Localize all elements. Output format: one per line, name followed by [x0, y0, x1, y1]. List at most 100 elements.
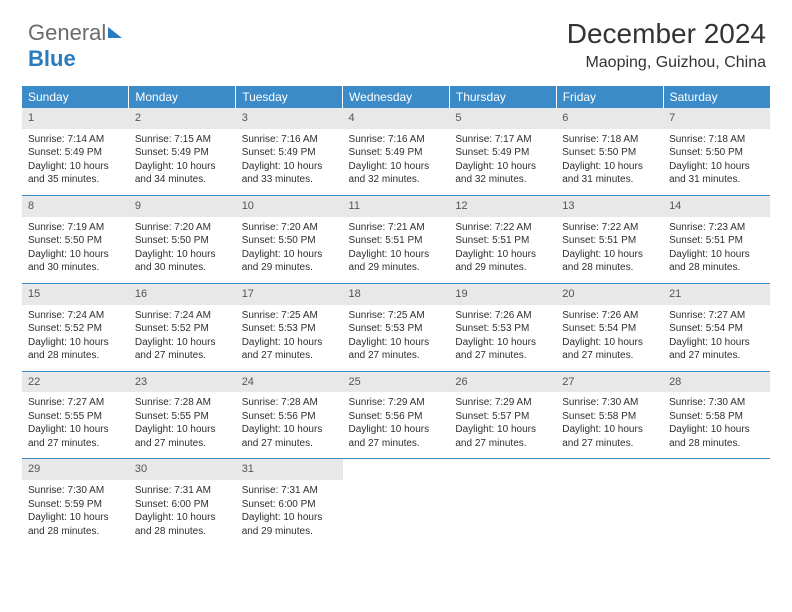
day-number: 24	[236, 372, 343, 393]
day-ss: Sunset: 5:51 PM	[562, 234, 657, 248]
day-d1: Daylight: 10 hours	[28, 423, 123, 437]
day-d2: and 28 minutes.	[135, 525, 230, 539]
day-ss: Sunset: 5:58 PM	[669, 410, 764, 424]
day-ss: Sunset: 5:49 PM	[135, 146, 230, 160]
day-number: 26	[449, 372, 556, 393]
day-d2: and 28 minutes.	[28, 349, 123, 363]
day-body: Sunrise: 7:29 AMSunset: 5:56 PMDaylight:…	[343, 392, 450, 458]
day-ss: Sunset: 6:00 PM	[242, 498, 337, 512]
day-body: Sunrise: 7:18 AMSunset: 5:50 PMDaylight:…	[663, 129, 770, 195]
calendar-day: 25Sunrise: 7:29 AMSunset: 5:56 PMDayligh…	[343, 371, 450, 459]
day-body: Sunrise: 7:15 AMSunset: 5:49 PMDaylight:…	[129, 129, 236, 195]
day-ss: Sunset: 5:52 PM	[28, 322, 123, 336]
day-number: 19	[449, 284, 556, 305]
day-number: 29	[22, 459, 129, 480]
day-body: Sunrise: 7:31 AMSunset: 6:00 PMDaylight:…	[236, 480, 343, 546]
day-d1: Daylight: 10 hours	[135, 336, 230, 350]
day-body: Sunrise: 7:20 AMSunset: 5:50 PMDaylight:…	[236, 217, 343, 283]
day-d2: and 32 minutes.	[455, 173, 550, 187]
calendar-day: 4Sunrise: 7:16 AMSunset: 5:49 PMDaylight…	[343, 108, 450, 195]
day-body: Sunrise: 7:31 AMSunset: 6:00 PMDaylight:…	[129, 480, 236, 546]
day-sr: Sunrise: 7:22 AM	[455, 221, 550, 235]
day-sr: Sunrise: 7:26 AM	[562, 309, 657, 323]
day-ss: Sunset: 5:58 PM	[562, 410, 657, 424]
day-ss: Sunset: 5:49 PM	[242, 146, 337, 160]
day-d2: and 31 minutes.	[669, 173, 764, 187]
day-sr: Sunrise: 7:18 AM	[562, 133, 657, 147]
day-ss: Sunset: 5:53 PM	[455, 322, 550, 336]
day-body: Sunrise: 7:22 AMSunset: 5:51 PMDaylight:…	[449, 217, 556, 283]
day-number: 30	[129, 459, 236, 480]
day-d1: Daylight: 10 hours	[242, 511, 337, 525]
calendar-day: 24Sunrise: 7:28 AMSunset: 5:56 PMDayligh…	[236, 371, 343, 459]
day-ss: Sunset: 5:50 PM	[562, 146, 657, 160]
calendar-day: 9Sunrise: 7:20 AMSunset: 5:50 PMDaylight…	[129, 195, 236, 283]
calendar-day	[343, 459, 450, 546]
calendar-day: 20Sunrise: 7:26 AMSunset: 5:54 PMDayligh…	[556, 283, 663, 371]
calendar-day: 18Sunrise: 7:25 AMSunset: 5:53 PMDayligh…	[343, 283, 450, 371]
day-number	[556, 459, 663, 480]
day-body: Sunrise: 7:25 AMSunset: 5:53 PMDaylight:…	[236, 305, 343, 371]
day-body: Sunrise: 7:20 AMSunset: 5:50 PMDaylight:…	[129, 217, 236, 283]
calendar-day: 15Sunrise: 7:24 AMSunset: 5:52 PMDayligh…	[22, 283, 129, 371]
day-ss: Sunset: 5:53 PM	[242, 322, 337, 336]
day-ss: Sunset: 5:59 PM	[28, 498, 123, 512]
logo-part1: General	[28, 20, 106, 45]
calendar-week: 1Sunrise: 7:14 AMSunset: 5:49 PMDaylight…	[22, 108, 770, 195]
day-body: Sunrise: 7:22 AMSunset: 5:51 PMDaylight:…	[556, 217, 663, 283]
day-d1: Daylight: 10 hours	[135, 160, 230, 174]
location-subtitle: Maoping, Guizhou, China	[567, 54, 766, 72]
day-number: 17	[236, 284, 343, 305]
day-ss: Sunset: 5:54 PM	[562, 322, 657, 336]
logo: General Blue	[28, 20, 122, 72]
day-d2: and 34 minutes.	[135, 173, 230, 187]
day-d2: and 27 minutes.	[135, 349, 230, 363]
day-sr: Sunrise: 7:18 AM	[669, 133, 764, 147]
calendar-week: 8Sunrise: 7:19 AMSunset: 5:50 PMDaylight…	[22, 195, 770, 283]
day-d1: Daylight: 10 hours	[669, 423, 764, 437]
calendar-week: 22Sunrise: 7:27 AMSunset: 5:55 PMDayligh…	[22, 371, 770, 459]
day-body: Sunrise: 7:30 AMSunset: 5:58 PMDaylight:…	[663, 392, 770, 458]
day-ss: Sunset: 5:50 PM	[242, 234, 337, 248]
day-number: 3	[236, 108, 343, 129]
day-d1: Daylight: 10 hours	[242, 160, 337, 174]
day-sr: Sunrise: 7:20 AM	[135, 221, 230, 235]
day-number: 27	[556, 372, 663, 393]
calendar-day: 21Sunrise: 7:27 AMSunset: 5:54 PMDayligh…	[663, 283, 770, 371]
day-sr: Sunrise: 7:19 AM	[28, 221, 123, 235]
calendar-day: 2Sunrise: 7:15 AMSunset: 5:49 PMDaylight…	[129, 108, 236, 195]
day-sr: Sunrise: 7:30 AM	[28, 484, 123, 498]
day-d1: Daylight: 10 hours	[28, 336, 123, 350]
day-body: Sunrise: 7:26 AMSunset: 5:54 PMDaylight:…	[556, 305, 663, 371]
day-d2: and 31 minutes.	[562, 173, 657, 187]
day-number: 11	[343, 196, 450, 217]
day-ss: Sunset: 5:50 PM	[669, 146, 764, 160]
calendar-day: 27Sunrise: 7:30 AMSunset: 5:58 PMDayligh…	[556, 371, 663, 459]
day-d2: and 27 minutes.	[349, 349, 444, 363]
day-body: Sunrise: 7:27 AMSunset: 5:55 PMDaylight:…	[22, 392, 129, 458]
day-body: Sunrise: 7:25 AMSunset: 5:53 PMDaylight:…	[343, 305, 450, 371]
day-number	[663, 459, 770, 480]
calendar-day: 19Sunrise: 7:26 AMSunset: 5:53 PMDayligh…	[449, 283, 556, 371]
dayname-thu: Thursday	[449, 86, 556, 108]
day-sr: Sunrise: 7:14 AM	[28, 133, 123, 147]
day-number: 23	[129, 372, 236, 393]
day-d1: Daylight: 10 hours	[28, 511, 123, 525]
day-ss: Sunset: 5:54 PM	[669, 322, 764, 336]
calendar-day: 31Sunrise: 7:31 AMSunset: 6:00 PMDayligh…	[236, 459, 343, 546]
triangle-icon	[108, 27, 122, 38]
day-body: Sunrise: 7:28 AMSunset: 5:55 PMDaylight:…	[129, 392, 236, 458]
day-sr: Sunrise: 7:25 AM	[242, 309, 337, 323]
day-d1: Daylight: 10 hours	[242, 423, 337, 437]
day-d1: Daylight: 10 hours	[349, 160, 444, 174]
calendar-day: 22Sunrise: 7:27 AMSunset: 5:55 PMDayligh…	[22, 371, 129, 459]
day-sr: Sunrise: 7:21 AM	[349, 221, 444, 235]
day-d1: Daylight: 10 hours	[349, 423, 444, 437]
day-d2: and 30 minutes.	[135, 261, 230, 275]
day-sr: Sunrise: 7:27 AM	[669, 309, 764, 323]
dayname-sun: Sunday	[22, 86, 129, 108]
day-d1: Daylight: 10 hours	[669, 160, 764, 174]
day-d1: Daylight: 10 hours	[135, 423, 230, 437]
day-number: 25	[343, 372, 450, 393]
calendar-day: 6Sunrise: 7:18 AMSunset: 5:50 PMDaylight…	[556, 108, 663, 195]
